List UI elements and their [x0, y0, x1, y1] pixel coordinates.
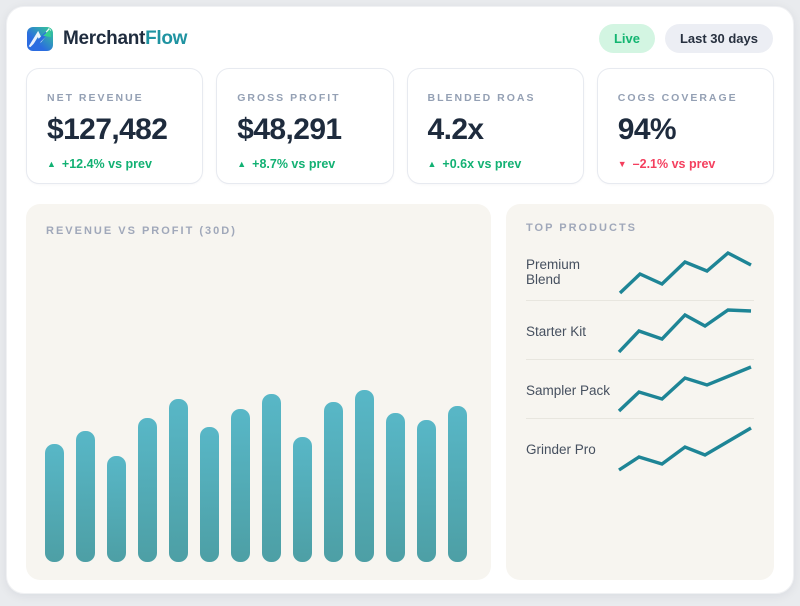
product-name: Sampler Pack [526, 382, 611, 398]
sparkline-chart [617, 365, 752, 413]
product-name: Grinder Pro [526, 441, 596, 457]
kpi-delta-text: –2.1% vs prev [632, 157, 716, 171]
product-row-starter-kit: Starter Kit [526, 301, 754, 360]
kpi-card-cogs-coverage: COGS COVERAGE 94% ▼ –2.1% vs prev [596, 68, 774, 184]
kpi-card-net-revenue: NET REVENUE $127,482 ▲ +12.4% vs prev [26, 68, 204, 184]
kpi-delta: ▲ +0.6x vs prev [428, 157, 563, 171]
product-row-sampler-pack: Sampler Pack [526, 360, 754, 419]
kpi-delta: ▼ –2.1% vs prev [618, 157, 753, 171]
bar-day-7 [231, 409, 250, 562]
brand-name-secondary: Flow [145, 27, 188, 49]
brand-name: MerchantFlow [63, 28, 187, 50]
header-controls: Live Last 30 days [598, 24, 773, 53]
bar-day-2 [76, 431, 95, 562]
top-products-panel: TOP PRODUCTS Premium Blend Starter Kit Sam… [506, 204, 774, 580]
trend-up-icon: ▲ [47, 159, 56, 169]
brand-name-primary: Merchant [63, 27, 146, 49]
product-list: Premium Blend Starter Kit Sampler Pack Grin… [526, 242, 754, 477]
product-row-premium-blend: Premium Blend [526, 242, 754, 301]
bar-day-3 [107, 456, 126, 562]
trend-down-icon: ▼ [617, 159, 627, 169]
bar-day-13 [417, 420, 436, 562]
bar-day-10 [324, 402, 343, 562]
kpi-row: NET REVENUE $127,482 ▲ +12.4% vs prev GROSS … [7, 68, 793, 184]
kpi-card-blended-roas: BLENDED ROAS 4.2x ▲ +0.6x vs prev [406, 68, 584, 184]
kpi-label: BLENDED ROAS [427, 92, 536, 104]
kpi-label: GROSS PROFIT [237, 92, 341, 104]
sparkline-chart [618, 250, 752, 295]
kpi-value: $48,291 [237, 113, 342, 146]
product-name: Premium Blend [526, 257, 581, 287]
bar-day-8 [262, 394, 281, 562]
bar-chart [45, 262, 467, 562]
sparkline-chart [618, 426, 752, 472]
kpi-label: COGS COVERAGE [617, 92, 738, 104]
merchantflow-logo-icon [26, 25, 54, 53]
kpi-delta: ▲ +8.7% vs prev [237, 157, 372, 171]
kpi-delta-text: +0.6x vs prev [442, 157, 522, 171]
dashboard-root: MerchantFlow Live Last 30 days NET REVEN… [6, 6, 794, 594]
bar-day-6 [200, 427, 219, 562]
live-badge: Live [598, 24, 655, 53]
kpi-delta-text: +8.7% vs prev [252, 157, 336, 171]
bar-day-12 [386, 413, 405, 562]
kpi-value: $127,482 [47, 113, 168, 146]
brand: MerchantFlow [26, 25, 187, 53]
date-range-button[interactable]: Last 30 days [664, 24, 773, 53]
header: MerchantFlow Live Last 30 days [7, 7, 793, 68]
bar-day-4 [138, 418, 157, 562]
panels: REVENUE VS PROFIT (30D) TOP PRODUCTS Pre… [7, 204, 793, 580]
bar-day-11 [355, 390, 374, 562]
bar-day-9 [293, 437, 312, 562]
chart-title: REVENUE VS PROFIT (30D) [46, 225, 237, 237]
kpi-value: 4.2x [427, 113, 485, 146]
kpi-card-gross-profit: GROSS PROFIT $48,291 ▲ +8.7% vs prev [216, 68, 394, 184]
revenue-profit-panel: REVENUE VS PROFIT (30D) [26, 204, 491, 580]
top-products-title: TOP PRODUCTS [526, 222, 637, 234]
sparkline-chart [617, 308, 752, 354]
kpi-value: 94% [617, 113, 677, 146]
bar-day-5 [169, 399, 188, 562]
kpi-label: NET REVENUE [47, 92, 144, 104]
kpi-delta: ▲ +12.4% vs prev [47, 157, 182, 171]
bar-day-14 [448, 406, 467, 562]
trend-up-icon: ▲ [237, 159, 247, 169]
trend-up-icon: ▲ [427, 159, 437, 169]
product-row-grinder-pro: Grinder Pro [526, 419, 754, 477]
kpi-delta-text: +12.4% vs prev [61, 157, 152, 171]
product-name: Starter Kit [526, 323, 587, 339]
bar-day-1 [45, 444, 64, 562]
